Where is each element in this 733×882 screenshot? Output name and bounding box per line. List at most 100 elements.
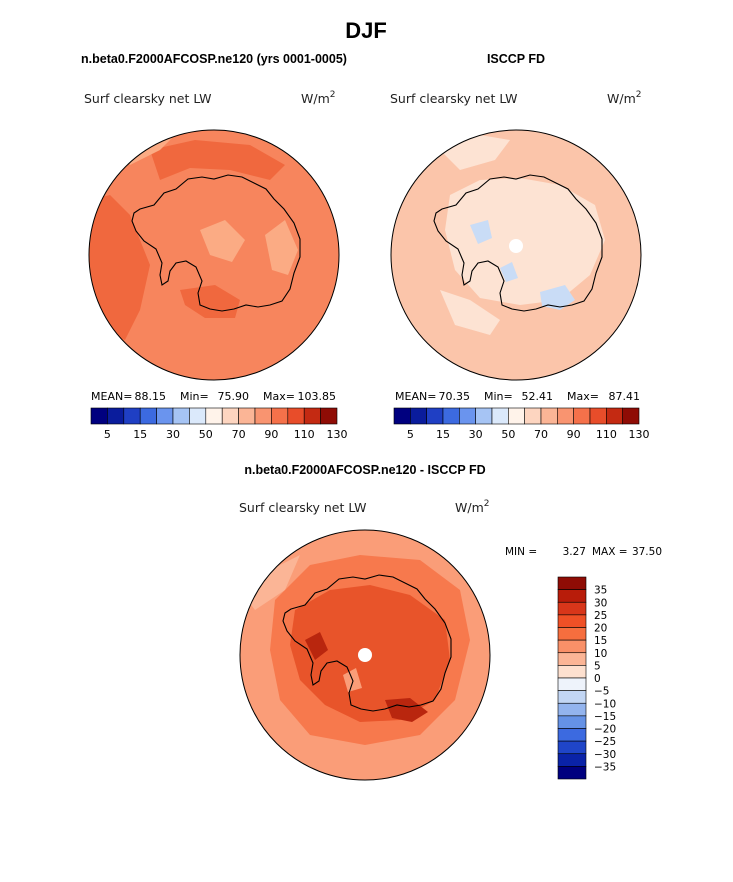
colorbar-swatch	[426, 407, 444, 425]
colorbar-tick-label: 130	[629, 428, 650, 441]
colorbar-swatch	[139, 407, 157, 425]
colorbar-model	[90, 407, 338, 425]
colorbar-obs	[393, 407, 640, 425]
colorbar-tick-label: 30	[166, 428, 180, 441]
colorbar-tick-label: 0	[594, 673, 601, 685]
colorbar-swatch	[107, 407, 125, 425]
colorbar-swatch	[172, 407, 190, 425]
stat-mean-value: 88.15	[135, 390, 167, 403]
colorbar-swatch	[221, 407, 239, 425]
colorbar-swatch	[557, 728, 587, 742]
colorbar-tick-label: 20	[594, 623, 607, 635]
colorbar-swatch	[123, 407, 141, 425]
stat-mean-label: MEAN=	[395, 390, 436, 403]
colorbar-tick-label: −20	[594, 724, 616, 736]
page-title: DJF	[345, 18, 387, 43]
cool-region-east	[265, 220, 298, 275]
colorbar-swatch	[271, 407, 289, 425]
units-exp: 2	[484, 499, 490, 509]
units-label: W/m2	[301, 90, 335, 106]
dark-spot-south	[385, 698, 428, 722]
cool-blue-ross	[500, 262, 518, 282]
cool-blue-south	[540, 285, 575, 310]
stat-max-value: 103.85	[298, 390, 337, 403]
colorbar-tick-label: −35	[594, 761, 616, 773]
colorbar-swatch	[557, 677, 587, 691]
colorbar-swatch	[557, 665, 587, 679]
units-base: W/m	[455, 500, 484, 515]
colorbar-swatch	[557, 639, 587, 654]
colorbar-swatch	[508, 407, 525, 425]
colorbar-swatch	[557, 715, 587, 729]
panel-model: n.beta0.F2000AFCOSP.ne120 (yrs 0001-0005…	[81, 52, 347, 441]
colorbar-tick-label: −25	[594, 736, 616, 748]
light-region-rim-south	[440, 290, 500, 335]
stat-mean-value: 70.35	[439, 390, 471, 403]
units-base: W/m	[301, 91, 330, 106]
colorbar-tick-label: 110	[294, 428, 315, 441]
colorbar-tick-label: 5	[594, 660, 601, 672]
colorbar-swatch	[90, 407, 108, 425]
colorbar-tick-label: −15	[594, 711, 616, 723]
colorbar-swatch	[189, 407, 207, 425]
colorbar-tick-label: −30	[594, 749, 616, 761]
colorbar-tick-label: 70	[232, 428, 246, 441]
dark-spot-west	[305, 632, 328, 660]
colorbar-tick-label: 15	[133, 428, 147, 441]
colorbar-tick-label: 130	[327, 428, 348, 441]
pole-hole	[509, 239, 523, 253]
colorbar-swatch	[320, 407, 338, 425]
colorbar-swatch	[557, 576, 587, 590]
colorbar-tick-label: 90	[264, 428, 278, 441]
colorbar-ticks-model: 5 15 30 50 70 90 110 130	[104, 428, 348, 441]
colorbar-tick-label: 90	[567, 428, 581, 441]
light-region-interior	[445, 178, 605, 305]
colorbar-swatch	[573, 407, 591, 425]
cool-region-interior	[200, 220, 245, 262]
panel-header: n.beta0.F2000AFCOSP.ne120 - ISCCP FD	[244, 463, 485, 477]
polar-map	[240, 530, 490, 780]
panel-diff: n.beta0.F2000AFCOSP.ne120 - ISCCP FD Sur…	[239, 463, 662, 781]
stat-min-value: 75.90	[218, 390, 250, 403]
panel-header: n.beta0.F2000AFCOSP.ne120 (yrs 0001-0005…	[81, 52, 347, 66]
units-label: W/m2	[455, 499, 489, 515]
pole-hole	[358, 648, 372, 662]
colorbar-tick-label: −5	[594, 686, 609, 698]
colorbar-tick-label: 15	[594, 635, 607, 647]
colorbar-tick-label: 5	[104, 428, 111, 441]
colorbar-swatch	[557, 407, 574, 425]
map-border	[390, 129, 642, 381]
stat-min-value: 3.27	[563, 546, 586, 558]
colorbar-tick-label: 50	[199, 428, 213, 441]
colorbar-tick-label: 30	[469, 428, 483, 441]
stat-min-label: Min=	[180, 390, 209, 403]
colorbar-swatch	[557, 753, 587, 767]
colorbar-swatch	[254, 407, 272, 425]
colorbar-swatch	[557, 601, 587, 616]
colorbar-swatch	[557, 690, 587, 704]
colorbar-swatch	[557, 702, 587, 717]
colorbar-swatch	[491, 407, 509, 425]
units-base: W/m	[607, 91, 636, 106]
stat-max-value: 37.50	[632, 546, 662, 558]
colorbar-tick-label: 10	[594, 648, 607, 660]
units-exp: 2	[330, 90, 336, 100]
stat-max-label: Max=	[567, 390, 599, 403]
colorbar-swatch	[393, 407, 411, 425]
variable-label: Surf clearsky net LW	[239, 500, 367, 515]
colorbar-swatch	[589, 407, 607, 425]
units-label: W/m2	[607, 90, 641, 106]
colorbar-swatch	[442, 407, 460, 425]
colorbar-tick-label: 35	[594, 585, 607, 597]
colorbar-swatch	[287, 407, 305, 425]
colorbar-swatch	[557, 627, 587, 641]
colorbar-swatch	[622, 407, 640, 425]
colorbar-ticks-obs: 5 15 30 50 70 90 110 130	[407, 428, 650, 441]
stat-max-label: Max=	[263, 390, 295, 403]
colorbar-swatch	[606, 407, 623, 425]
colorbar-tick-label: 110	[596, 428, 617, 441]
stat-max-value: 87.41	[609, 390, 641, 403]
polar-map	[89, 130, 339, 380]
polar-map	[391, 130, 641, 380]
